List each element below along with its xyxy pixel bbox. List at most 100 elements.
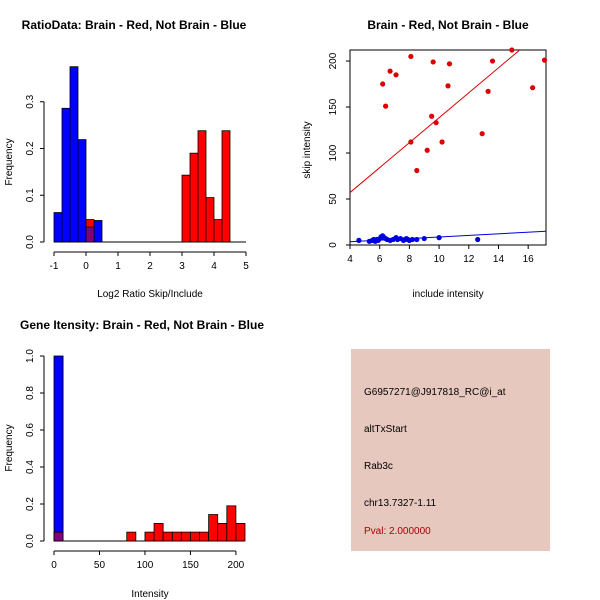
ratio-xtick-label: 4: [211, 261, 217, 272]
intensity-xtick-label: 100: [137, 560, 154, 571]
ratio-bar-brain: [221, 130, 231, 243]
ratio-plot-area: -1 0 1 2 3 4 5 0.0 0.1 0.2 0.3: [25, 66, 249, 272]
intensity-xtick-label: 200: [228, 560, 245, 571]
scatter-ytick-label: 100: [328, 144, 339, 161]
ratio-bar-brain: [189, 152, 199, 243]
intensity-ytick-label: 0.4: [25, 460, 36, 474]
ratio-ylabel: Frequency: [4, 138, 15, 185]
scatter-point-brain: [387, 68, 393, 74]
ratio-bar-not-brain: [77, 139, 87, 243]
intensity-bar-brain: [171, 531, 182, 542]
intensity-bar-brain: [217, 523, 228, 542]
ratio-bar-brain: [197, 130, 207, 243]
ratio-xtick-label: 2: [147, 261, 153, 272]
scatter-point-brain: [408, 139, 414, 145]
scatter-point-brain: [393, 72, 399, 78]
scatter-plot-box: [349, 49, 547, 246]
intensity-ytick-label: 0.0: [25, 534, 36, 548]
scatter-point-brain: [530, 85, 536, 91]
scatter-xtick-label: 4: [347, 254, 353, 265]
scatter-point-not-brain: [356, 237, 362, 244]
intensity-xlabel: Intensity: [131, 589, 168, 600]
intensity-bar-brain: [208, 514, 219, 542]
intensity-bar-brain: [162, 531, 173, 542]
intensity-ytick-label: 0.2: [25, 497, 36, 511]
intensity-bar-brain: [180, 531, 191, 542]
intensity-bar-brain: [153, 523, 164, 542]
scatter-point-brain: [383, 103, 389, 109]
ratio-bar-not-brain: [61, 107, 71, 243]
scatter-point-not-brain: [436, 235, 442, 241]
scatter-point-brain: [446, 61, 453, 67]
scatter-point-brain: [479, 131, 485, 137]
scatter-point-brain: [485, 88, 491, 94]
p-value: Pval: 2.000000: [364, 526, 431, 537]
ratio-ytick-label: 0.1: [25, 188, 36, 202]
ratio-histogram: RatioData: Brain - Red, Not Brain - Blue…: [4, 18, 249, 300]
scatter-xlabel: include intensity: [412, 289, 483, 300]
scatter-point-brain: [509, 47, 515, 53]
scatter-plot-area: 4 6 8 10 12 14 16 0 50 100 150 200: [328, 47, 548, 265]
ratio-bar-not-brain: [69, 66, 79, 243]
ratio-bar-overlap: [85, 226, 95, 243]
intensity-bar-not-brain: [53, 355, 64, 542]
ratio-xtick-label: 3: [179, 261, 185, 272]
scatter-point-brain: [380, 81, 386, 87]
ratio-bar-brain: [205, 197, 215, 243]
scatter-point-brain: [408, 53, 414, 60]
intensity-bar-overlap: [53, 531, 64, 542]
intensity-plot-area: 0 50 100 150 200 0.0 0.2 0.4 0.6 0.8 1.0: [25, 349, 246, 571]
intensity-ylabel: Frequency: [4, 424, 15, 471]
ratio-ytick-label: 0.2: [25, 141, 36, 155]
scatter-point-brain: [414, 167, 420, 174]
scatter-point-brain: [489, 58, 496, 64]
intensity-bar-brain: [226, 505, 237, 542]
scatter-point-brain: [429, 113, 435, 119]
intensity-ytick-label: 1.0: [25, 349, 36, 363]
intensity-bar-brain: [235, 523, 246, 542]
scatter-fit-line-brain: [350, 50, 521, 193]
scatter-ytick-label: 0: [328, 242, 339, 248]
intensity-ytick-label: 0.8: [25, 386, 36, 400]
scatter-point-not-brain: [475, 236, 481, 243]
scatter-point-not-brain: [414, 236, 420, 243]
ratio-bar-brain: [181, 174, 191, 243]
ratio-xtick-label: 0: [83, 261, 89, 272]
scatter-point-brain: [439, 139, 445, 145]
ratio-bar-not-brain: [53, 212, 63, 243]
scatter-point-not-brain: [409, 236, 415, 243]
scatter-ytick-label: 150: [328, 98, 339, 115]
ratio-xtick-label: 1: [115, 261, 121, 272]
intensity-xtick-label: 150: [182, 560, 199, 571]
probe-id: G6957271@J917818_RC@i_at: [364, 387, 506, 398]
scatter-fit-line-not-brain: [350, 230, 546, 243]
scatter-point-brain: [433, 120, 439, 126]
scatter-ytick-label: 50: [328, 193, 339, 205]
intensity-title: Gene Itensity: Brain - Red, Not Brain - …: [20, 318, 264, 332]
scatter-xtick-label: 16: [523, 254, 535, 265]
scatter-point-brain: [445, 83, 451, 89]
scatter-ylabel: skip intensity: [302, 121, 313, 178]
intensity-xtick-label: 50: [94, 560, 106, 571]
scatter-xtick-label: 10: [434, 254, 446, 265]
scatter-point-not-brain: [421, 235, 427, 242]
ratio-xtick-label: -1: [50, 261, 59, 272]
scatter-point-brain: [424, 147, 430, 153]
scatter-ytick-label: 200: [328, 52, 339, 69]
gene-symbol: Rab3c: [364, 461, 393, 472]
intensity-bar-brain: [144, 531, 155, 542]
ratio-ytick-label: 0.0: [25, 235, 36, 249]
scatter-xtick-label: 8: [407, 254, 413, 265]
genomic-location: chr13.7327-1.11: [364, 498, 437, 509]
ratio-bar-not-brain: [93, 220, 103, 243]
ratio-xlabel: Log2 Ratio Skip/Include: [97, 289, 203, 300]
ratio-xtick-label: 5: [243, 261, 249, 272]
intensity-scatter: Brain - Red, Not Brain - Blue include in…: [302, 18, 548, 300]
intensity-xtick-label: 0: [51, 560, 57, 571]
event-type: altTxStart: [364, 424, 407, 435]
intensity-bar-brain: [199, 531, 210, 542]
scatter-xtick-label: 14: [493, 254, 505, 265]
scatter-xtick-label: 12: [463, 254, 475, 265]
ratio-ytick-label: 0.3: [25, 94, 36, 108]
